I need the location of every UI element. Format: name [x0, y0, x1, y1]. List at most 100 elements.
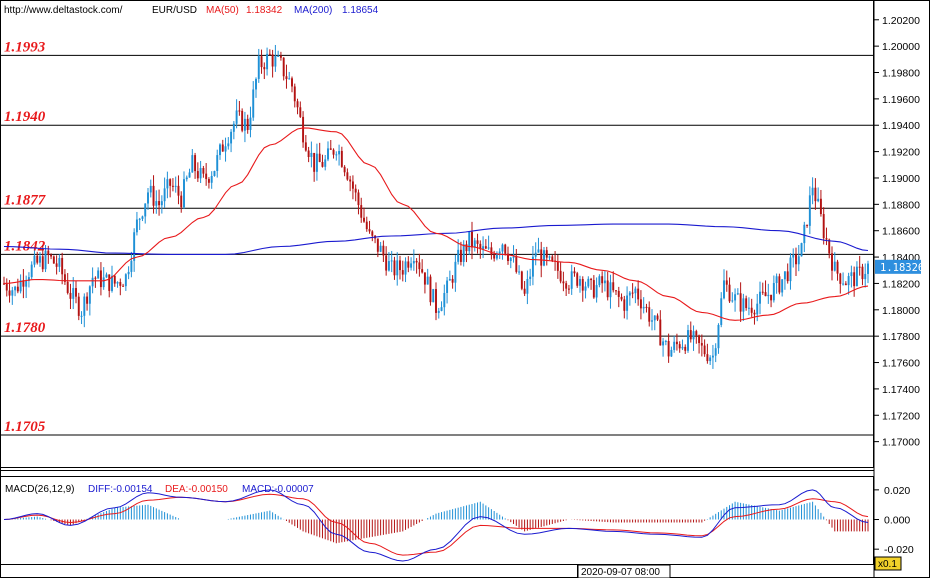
candle-body [772, 283, 775, 301]
candle-body [130, 260, 133, 272]
candle-body [457, 249, 460, 262]
candle-body [448, 278, 451, 281]
candle-body [401, 270, 404, 275]
macd-tick-label: 0.000 [884, 515, 910, 527]
candle-body [831, 253, 833, 271]
candle-body [36, 255, 39, 263]
candle-body [620, 296, 623, 300]
candle-body [570, 271, 573, 289]
source-url[interactable]: http://www.deltastock.com/ [4, 5, 123, 16]
candle-body [789, 257, 792, 282]
candle-body [847, 276, 850, 286]
candle-body [603, 280, 606, 284]
candle-body [551, 256, 554, 261]
candle-body [396, 260, 399, 276]
candle-body [33, 255, 36, 265]
candle-body [423, 272, 426, 285]
candle-body [822, 214, 825, 239]
level-label: 1.1842 [4, 238, 46, 254]
candle-body [293, 86, 296, 102]
candle-body [329, 148, 332, 150]
current-price-box [875, 259, 921, 274]
candle-body [105, 274, 108, 278]
candle-body [637, 288, 640, 300]
candle-body [828, 239, 831, 254]
candle-body [595, 285, 598, 298]
candle-body [495, 253, 498, 259]
candle-body [257, 56, 260, 79]
candle-body [443, 292, 446, 308]
candle-body [310, 152, 313, 157]
candle-body [684, 346, 687, 351]
candle-body [507, 253, 509, 262]
candle-body [631, 292, 634, 294]
candle-body [645, 306, 648, 308]
candle-body [418, 262, 421, 270]
candle-body [266, 53, 269, 70]
price-tick-label: 1.19000 [882, 173, 920, 185]
candle-body [379, 245, 382, 252]
candle-body [504, 244, 507, 254]
candle-body [454, 261, 457, 283]
candle-body [692, 331, 695, 340]
candle-body [332, 149, 335, 155]
candle-body [376, 238, 379, 252]
candle-body [770, 294, 773, 301]
time-label-box [577, 564, 671, 578]
candle-body [653, 315, 656, 321]
candle-body [291, 78, 293, 87]
candle-body [210, 175, 213, 183]
level-label: 1.1877 [4, 192, 46, 208]
candle-body [5, 283, 8, 291]
candlestick-series [3, 44, 869, 369]
candle-body [152, 185, 155, 206]
candle-body [803, 224, 806, 244]
candle-body [451, 278, 454, 283]
candle-body [515, 256, 518, 272]
candle-body [689, 330, 692, 340]
scale-button[interactable] [874, 556, 902, 571]
candle-body [138, 218, 141, 220]
candle-body [407, 261, 410, 268]
price-axis: 1.20200 1.20000 1.19800 1.19600 1.19400 1.192… [874, 15, 920, 449]
candle-body [307, 150, 310, 157]
candle-body [412, 260, 415, 264]
candle-body [747, 307, 750, 309]
candle-body [723, 280, 725, 299]
scale-button-label[interactable]: x0.1 [878, 559, 897, 570]
candle-body [482, 246, 485, 250]
candle-body [767, 294, 770, 297]
time-label: 2020-09-07 08:00 [581, 567, 660, 578]
candle-body [249, 117, 252, 130]
candle-body [191, 155, 194, 173]
price-tick-label: 1.18600 [882, 226, 920, 238]
candle-body [169, 179, 172, 186]
candle-body [349, 179, 352, 182]
candle-body [806, 224, 809, 226]
candle-body [30, 264, 33, 278]
candle-body [160, 201, 163, 206]
candle-body [50, 254, 53, 257]
candle-body [343, 166, 346, 173]
price-tick-label: 1.18000 [882, 305, 920, 317]
candle-body [55, 263, 58, 267]
candle-body [545, 250, 548, 258]
candle-body [742, 298, 745, 312]
candle-body [238, 110, 241, 112]
candle-body [584, 286, 587, 291]
candle-body [111, 275, 113, 291]
candle-body [122, 285, 125, 287]
candle-body [786, 271, 789, 282]
candle-body [634, 288, 637, 294]
candle-body [761, 291, 764, 293]
candle-body [576, 273, 579, 286]
candle-body [315, 153, 318, 172]
candle-body [365, 221, 368, 230]
current-price-label: 1.18326 [880, 262, 924, 274]
candle-body [324, 159, 327, 167]
macd-axis: 0.020 0.000 -0.020 [874, 485, 914, 556]
candle-body [656, 315, 659, 320]
candle-body [601, 276, 604, 284]
ma50-label: MA(50) [206, 5, 239, 16]
candle-body [135, 219, 138, 233]
